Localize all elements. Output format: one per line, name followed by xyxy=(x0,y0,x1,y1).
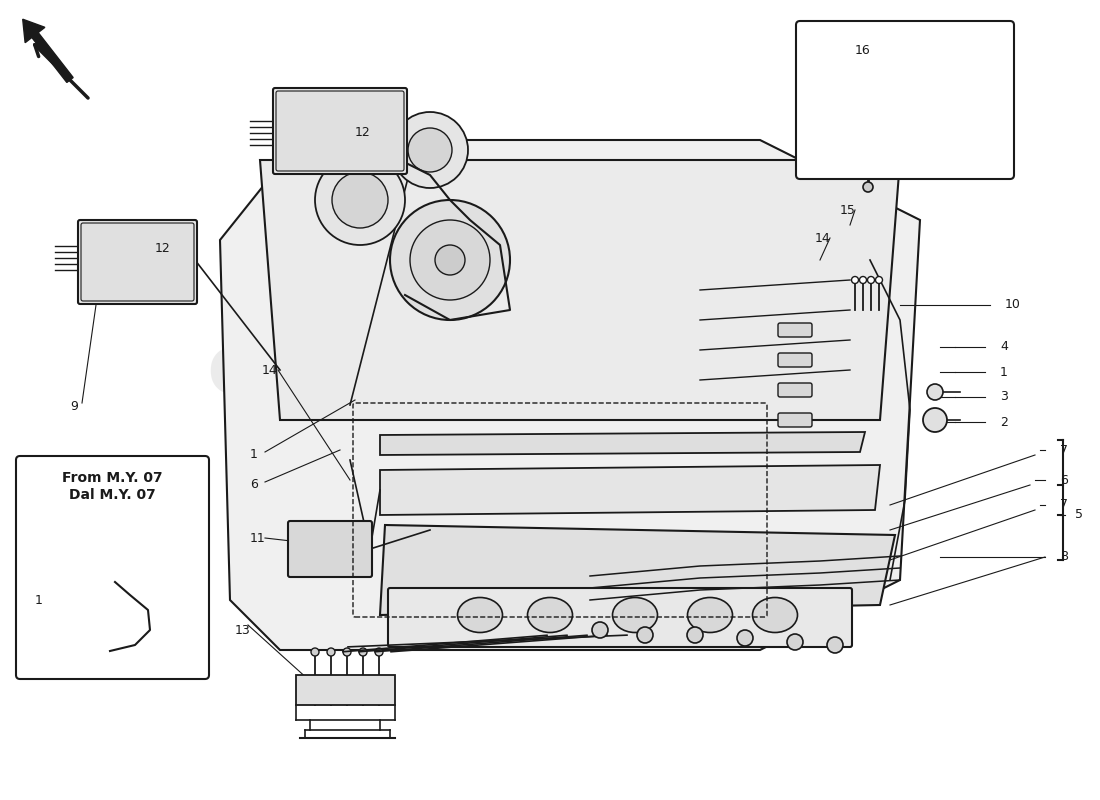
Circle shape xyxy=(112,557,128,573)
Text: 9: 9 xyxy=(70,401,78,414)
Circle shape xyxy=(104,560,135,590)
FancyBboxPatch shape xyxy=(388,588,852,647)
Text: 6: 6 xyxy=(250,478,257,491)
FancyBboxPatch shape xyxy=(778,413,812,427)
Circle shape xyxy=(876,277,882,283)
FancyBboxPatch shape xyxy=(796,21,1014,179)
Text: 8: 8 xyxy=(1060,550,1068,563)
Text: 12: 12 xyxy=(355,126,371,138)
Polygon shape xyxy=(379,525,895,615)
Circle shape xyxy=(851,277,858,283)
Text: 7: 7 xyxy=(1060,498,1068,511)
Circle shape xyxy=(592,622,608,638)
FancyArrow shape xyxy=(23,19,74,82)
Text: Dal M.Y. 07: Dal M.Y. 07 xyxy=(68,488,155,502)
Ellipse shape xyxy=(458,598,503,633)
Circle shape xyxy=(390,200,510,320)
Circle shape xyxy=(408,128,452,172)
Polygon shape xyxy=(260,160,900,420)
FancyBboxPatch shape xyxy=(778,353,812,367)
Circle shape xyxy=(923,408,947,432)
Circle shape xyxy=(327,648,336,656)
Text: From M.Y. 07: From M.Y. 07 xyxy=(62,471,163,485)
Circle shape xyxy=(375,648,383,656)
Text: a passion for parts: a passion for parts xyxy=(339,411,702,449)
Circle shape xyxy=(859,277,867,283)
FancyBboxPatch shape xyxy=(778,383,812,397)
Text: 1: 1 xyxy=(1000,366,1008,378)
Text: eurocarparts: eurocarparts xyxy=(206,329,834,411)
Circle shape xyxy=(868,277,875,283)
Circle shape xyxy=(927,384,943,400)
Text: 12: 12 xyxy=(155,242,170,254)
Polygon shape xyxy=(379,465,880,515)
Text: 16: 16 xyxy=(855,43,871,57)
Text: 2: 2 xyxy=(1000,415,1008,429)
Circle shape xyxy=(637,627,653,643)
Ellipse shape xyxy=(688,598,733,633)
Text: 6: 6 xyxy=(1060,474,1068,486)
Circle shape xyxy=(343,648,351,656)
Text: 13: 13 xyxy=(235,623,251,637)
Circle shape xyxy=(434,245,465,275)
FancyBboxPatch shape xyxy=(858,152,877,164)
Circle shape xyxy=(315,155,405,245)
FancyBboxPatch shape xyxy=(273,88,407,174)
Circle shape xyxy=(827,637,843,653)
FancyBboxPatch shape xyxy=(838,128,896,157)
Circle shape xyxy=(737,630,754,646)
FancyBboxPatch shape xyxy=(68,640,112,662)
Text: 3: 3 xyxy=(1000,390,1008,403)
Text: 10: 10 xyxy=(1005,298,1021,311)
Circle shape xyxy=(332,172,388,228)
Text: 7: 7 xyxy=(1060,443,1068,457)
Circle shape xyxy=(864,182,873,192)
Polygon shape xyxy=(296,675,395,705)
Circle shape xyxy=(311,648,319,656)
Text: 1: 1 xyxy=(250,449,257,462)
FancyBboxPatch shape xyxy=(16,456,209,679)
Text: 4: 4 xyxy=(1000,341,1008,354)
Text: 11: 11 xyxy=(250,531,266,545)
Text: 5: 5 xyxy=(1075,509,1084,522)
Text: 15: 15 xyxy=(840,203,856,217)
FancyBboxPatch shape xyxy=(81,223,194,301)
Circle shape xyxy=(359,648,367,656)
Circle shape xyxy=(392,112,468,188)
Circle shape xyxy=(865,103,873,111)
FancyBboxPatch shape xyxy=(288,521,372,577)
Circle shape xyxy=(688,627,703,643)
FancyBboxPatch shape xyxy=(78,220,197,304)
Ellipse shape xyxy=(613,598,658,633)
Circle shape xyxy=(786,634,803,650)
Text: 14: 14 xyxy=(815,231,830,245)
Circle shape xyxy=(410,220,490,300)
Text: 14: 14 xyxy=(262,363,277,377)
Polygon shape xyxy=(220,140,920,650)
Polygon shape xyxy=(379,432,865,455)
Ellipse shape xyxy=(528,598,572,633)
Circle shape xyxy=(842,103,849,111)
Circle shape xyxy=(852,103,861,111)
FancyBboxPatch shape xyxy=(276,91,404,171)
Ellipse shape xyxy=(752,598,798,633)
Text: 1: 1 xyxy=(35,594,43,606)
FancyBboxPatch shape xyxy=(778,323,812,337)
